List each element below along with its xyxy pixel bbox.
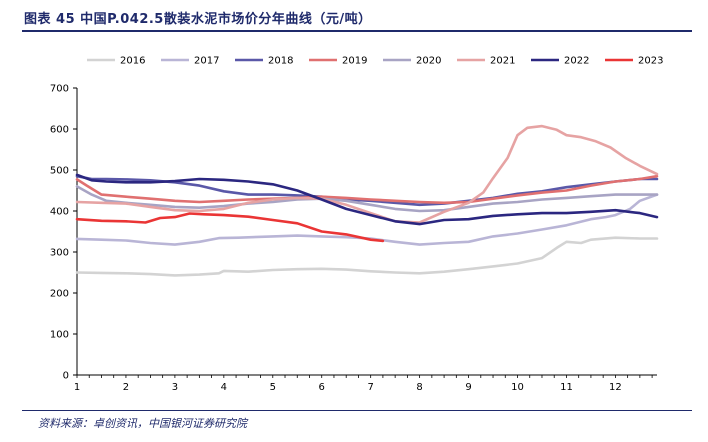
legend-label-2022: 2022 bbox=[564, 56, 589, 67]
figure-title: 图表 45 中国P.042.5散装水泥市场价分年曲线（元/吨） bbox=[24, 12, 372, 27]
legend-label-2017: 2017 bbox=[194, 56, 219, 67]
series-line-2022 bbox=[75, 173, 659, 226]
y-tick-label: 0 bbox=[63, 371, 69, 382]
legend-label-2023: 2023 bbox=[638, 56, 663, 67]
legend-label-2016: 2016 bbox=[120, 56, 145, 67]
y-tick-label: 700 bbox=[50, 84, 69, 95]
legend-label-2020: 2020 bbox=[416, 56, 441, 67]
x-tick-label: 9 bbox=[465, 382, 471, 393]
series-line-2017 bbox=[75, 193, 659, 246]
x-tick-label: 5 bbox=[270, 382, 276, 393]
chart-legend: 2016 2017 2018 2019 2020 2021 2022 2023 bbox=[87, 56, 663, 67]
x-tick-label: 7 bbox=[367, 382, 373, 393]
x-tick-label: 1 bbox=[74, 382, 80, 393]
y-tick-label: 400 bbox=[50, 207, 69, 218]
source-note: 资料来源：卓创资讯，中国银河证券研究院 bbox=[38, 417, 247, 430]
y-tick-label: 100 bbox=[50, 330, 69, 341]
x-tick-label: 11 bbox=[560, 382, 573, 393]
x-tick-label: 10 bbox=[511, 382, 524, 393]
legend-label-2021: 2021 bbox=[490, 56, 515, 67]
y-tick-label: 200 bbox=[50, 289, 69, 300]
x-tick-label: 12 bbox=[609, 382, 622, 393]
y-tick-label: 300 bbox=[50, 248, 69, 259]
title-divider bbox=[22, 30, 692, 32]
series-line-2018 bbox=[75, 174, 659, 207]
x-tick-label: 8 bbox=[416, 382, 422, 393]
y-tick-label: 600 bbox=[50, 125, 69, 136]
legend-label-2018: 2018 bbox=[268, 56, 293, 67]
series-line-2023 bbox=[75, 212, 385, 243]
legend-label-2019: 2019 bbox=[342, 56, 367, 67]
series-line-2019 bbox=[75, 174, 659, 205]
footer-divider bbox=[22, 410, 692, 411]
series-line-2020 bbox=[75, 185, 659, 213]
x-tick-label: 2 bbox=[123, 382, 129, 393]
y-tick-label: 500 bbox=[50, 166, 69, 177]
x-tick-label: 6 bbox=[319, 382, 325, 393]
x-tick-label: 3 bbox=[172, 382, 178, 393]
series-line-2021 bbox=[75, 124, 659, 224]
series-line-2016 bbox=[75, 236, 659, 277]
chart-series bbox=[75, 124, 659, 277]
x-tick-label: 4 bbox=[221, 382, 227, 393]
